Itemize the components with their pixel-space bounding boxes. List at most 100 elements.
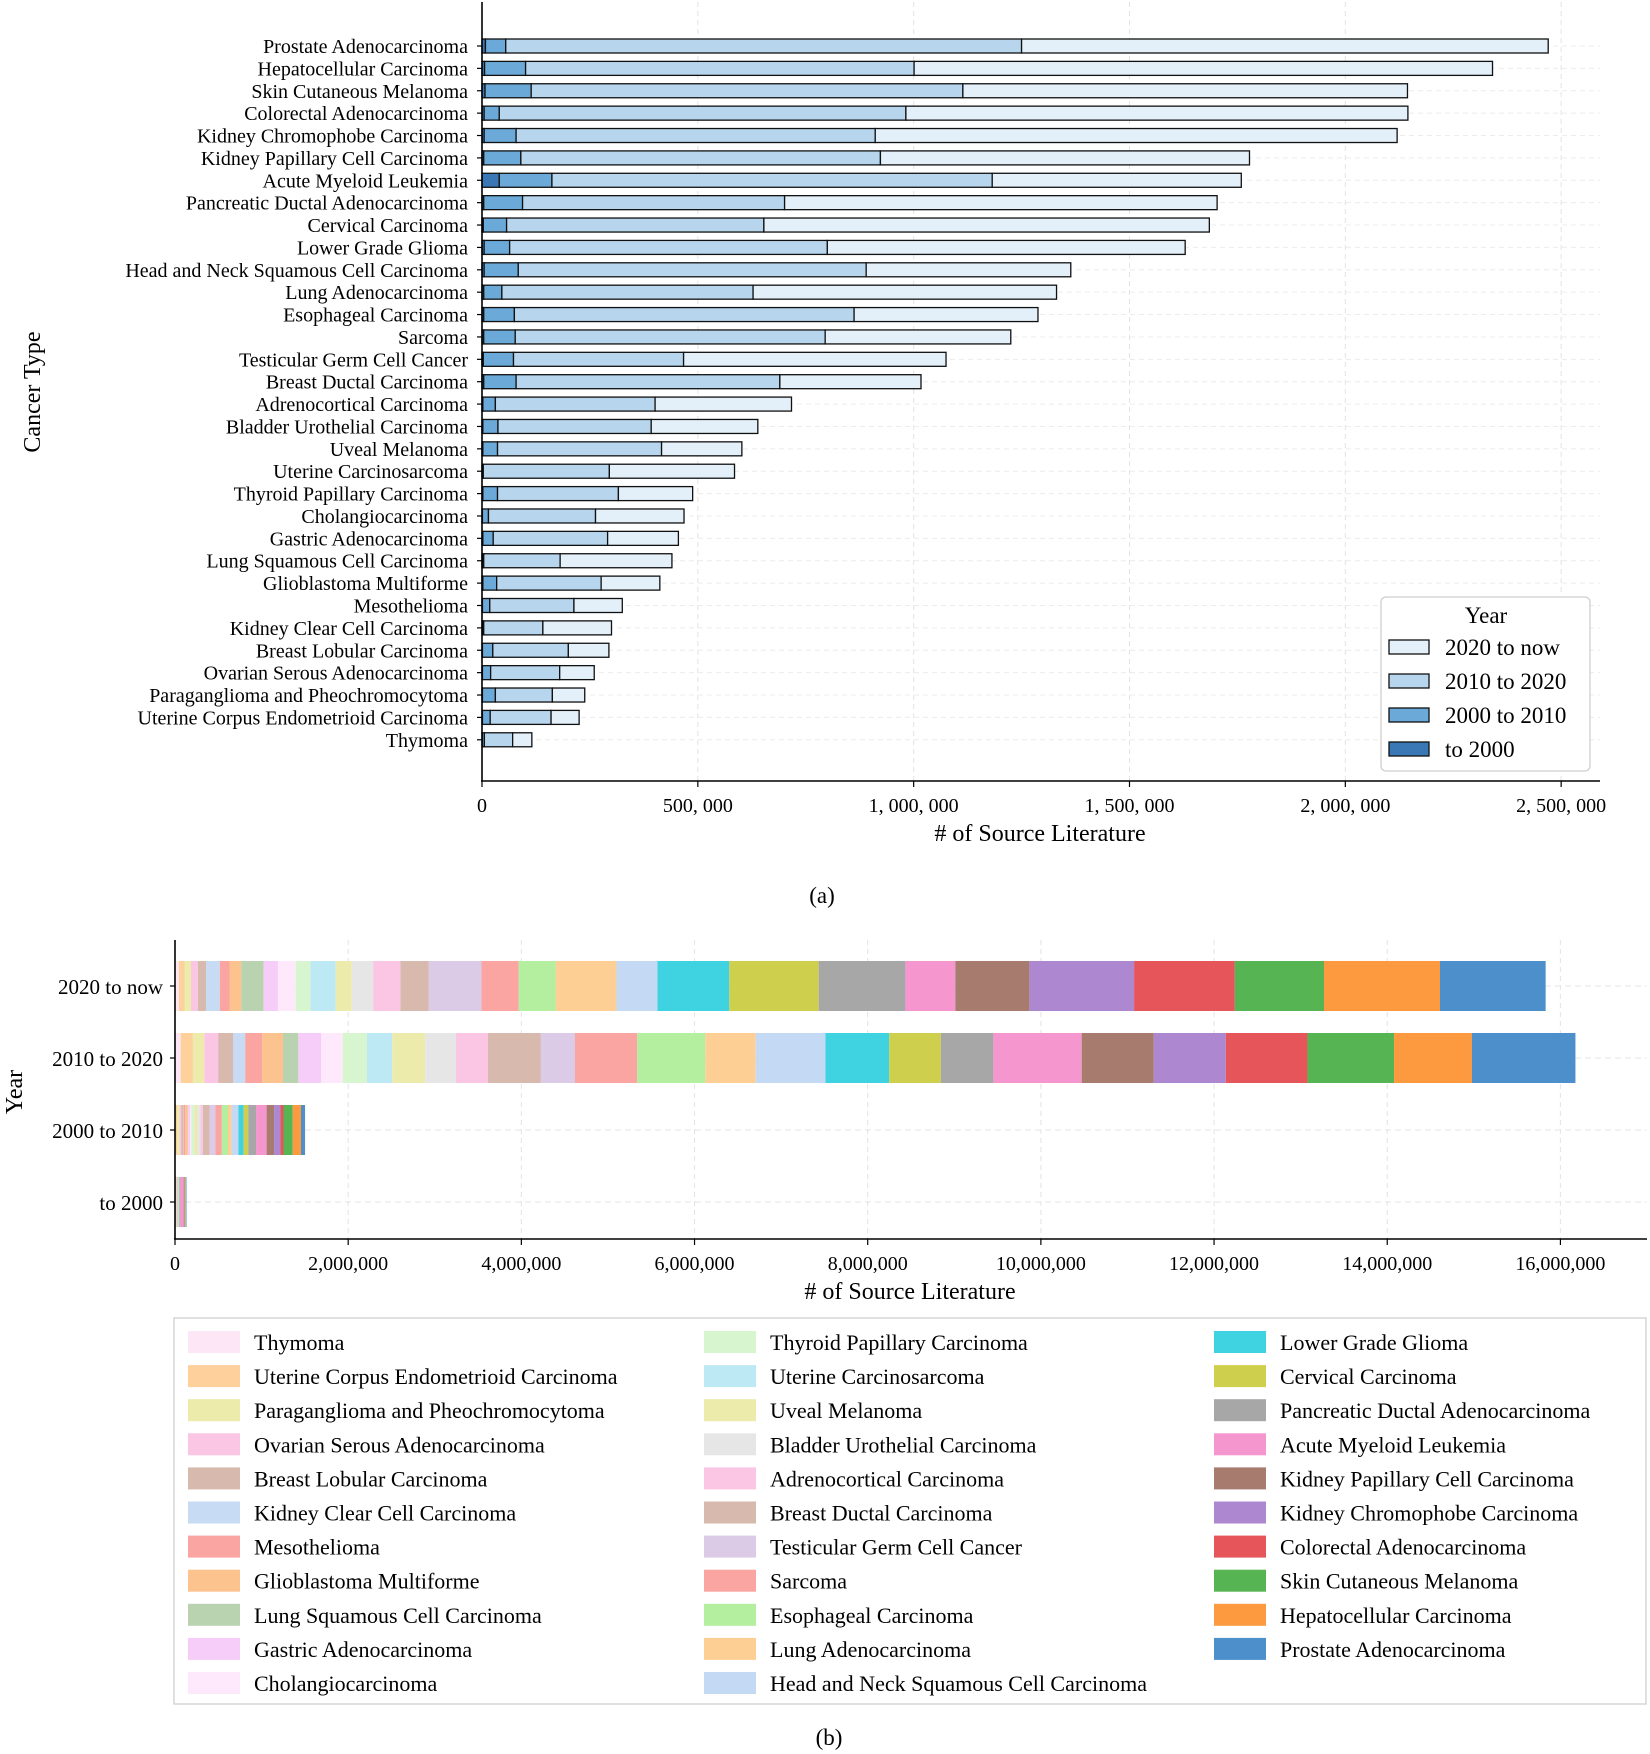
- bar-segment: [513, 306, 855, 323]
- bar-segment: [608, 463, 736, 479]
- category-label: 2000 to 2010: [52, 1119, 163, 1143]
- bar-segment: [483, 127, 517, 144]
- legend-swatch: [704, 1569, 756, 1592]
- bar-segment: [483, 239, 511, 256]
- bar-segment: [551, 172, 993, 188]
- legend-swatch: [1214, 1467, 1266, 1490]
- bar-segment: [482, 530, 494, 547]
- legend-swatch: [188, 1535, 240, 1558]
- bar-segment: [351, 961, 374, 1011]
- bar-segment: [940, 1033, 994, 1083]
- bar-segment: [905, 105, 1409, 121]
- bar-segment: [824, 329, 1012, 345]
- bar-segment: [185, 1177, 187, 1227]
- bar-segment: [514, 329, 826, 345]
- panel-a-y-axis-label: Cancer Type: [20, 331, 46, 452]
- bar-segment: [518, 961, 556, 1011]
- bar-segment: [494, 396, 656, 412]
- category-label: Glioblastoma Multiforme: [263, 573, 468, 595]
- panel-b-x-ticks: 0 2,000,000 4,000,000 6,000,000 8,000,000 10,…: [170, 1239, 1605, 1275]
- bar-segment: [483, 195, 524, 211]
- bar-segment: [524, 60, 915, 77]
- bar-segment: [913, 60, 1494, 77]
- legend-label: Prostate Adenocarcinoma: [1280, 1637, 1506, 1662]
- bar-segment: [184, 961, 191, 1011]
- bar-segment: [991, 172, 1242, 188]
- bar-segment: [879, 150, 1251, 166]
- bar-segment: [530, 83, 964, 99]
- panel-b-bars: [175, 961, 1576, 1227]
- bar-segment: [1020, 38, 1549, 54]
- panel-b-y-axis-label: Year: [2, 1070, 28, 1114]
- bar-segment: [763, 217, 1210, 233]
- x-tick-label: 10,000,000: [996, 1253, 1086, 1275]
- bar-segment: [243, 1105, 249, 1155]
- bar-segment: [1323, 961, 1441, 1011]
- legend-label: Pancreatic Ductal Adenocarcinoma: [1280, 1398, 1591, 1423]
- bar-segment: [183, 1105, 186, 1155]
- legend-swatch: [1214, 1433, 1266, 1456]
- legend-label: Glioblastoma Multiforme: [254, 1569, 479, 1594]
- legend-swatch: [704, 1433, 756, 1456]
- bar-segment: [229, 961, 242, 1011]
- category-label: Uveal Melanoma: [330, 439, 468, 461]
- legend-swatch: [704, 1399, 756, 1422]
- bar-segment: [660, 441, 743, 457]
- legend-label: Head and Neck Squamous Cell Carcinoma: [770, 1671, 1147, 1696]
- category-label: Skin Cutaneous Melanoma: [251, 81, 468, 103]
- legend-swatch: [1388, 673, 1430, 689]
- bar-segment: [826, 239, 1186, 256]
- bar-segment: [181, 1105, 184, 1155]
- legend-label: Kidney Papillary Cell Carcinoma: [1280, 1466, 1574, 1491]
- bar-segment: [505, 217, 765, 233]
- legend-swatch: [188, 1603, 240, 1626]
- legend-label: Ovarian Serous Adenocarcinoma: [254, 1432, 545, 1457]
- bar-segment: [1081, 1033, 1154, 1083]
- bar-segment: [241, 961, 264, 1011]
- bar-segment: [482, 463, 610, 479]
- bar-segment: [179, 1177, 184, 1227]
- bar-segment: [277, 961, 296, 1011]
- bar-segment: [483, 105, 500, 121]
- bar-segment: [190, 961, 198, 1011]
- bar-segment: [489, 709, 552, 726]
- legend-swatch: [1214, 1535, 1266, 1558]
- category-label: 2010 to 2020: [52, 1047, 163, 1071]
- bar-segment: [188, 1105, 191, 1155]
- x-tick-label: 8,000,000: [828, 1253, 908, 1275]
- bar-segment: [654, 396, 793, 412]
- bar-segment: [483, 732, 514, 748]
- bar-segment: [233, 1033, 246, 1083]
- legend-label: Colorectal Adenocarcinoma: [1280, 1535, 1526, 1560]
- bar-segment: [428, 961, 482, 1011]
- bar-segment: [367, 1033, 393, 1083]
- legend-swatch: [1388, 741, 1430, 757]
- bar-segment: [729, 961, 819, 1011]
- legend-frame: [173, 1317, 1647, 1705]
- bar-segment: [482, 217, 508, 233]
- bar-segment: [484, 83, 532, 99]
- bar-segment: [335, 961, 352, 1011]
- bar-segment: [496, 441, 663, 457]
- x-tick-label: 12,000,000: [1169, 1253, 1259, 1275]
- category-label: Paraganglioma and Pheochromocytoma: [149, 685, 468, 707]
- legend-swatch: [1214, 1399, 1266, 1422]
- legend-swatch: [188, 1569, 240, 1592]
- bar-segment: [191, 1105, 195, 1155]
- category-label: Kidney Chromophobe Carcinoma: [197, 126, 468, 148]
- bar-segment: [484, 38, 507, 54]
- legend-label: Lung Squamous Cell Carcinoma: [254, 1603, 542, 1628]
- bar-segment: [865, 262, 1072, 278]
- legend-swatch: [1214, 1637, 1266, 1660]
- x-tick-label: 0: [477, 795, 487, 817]
- panel-a-bars: [481, 38, 1549, 748]
- legend-swatch: [188, 1399, 240, 1422]
- bar-segment: [657, 961, 730, 1011]
- bar-segment: [280, 1105, 284, 1155]
- bar-segment: [520, 150, 882, 166]
- bar-segment: [606, 530, 680, 547]
- legend-label: Cervical Carcinoma: [1280, 1364, 1457, 1389]
- legend-swatch: [704, 1331, 756, 1353]
- legend-label: to 2000: [1445, 737, 1515, 762]
